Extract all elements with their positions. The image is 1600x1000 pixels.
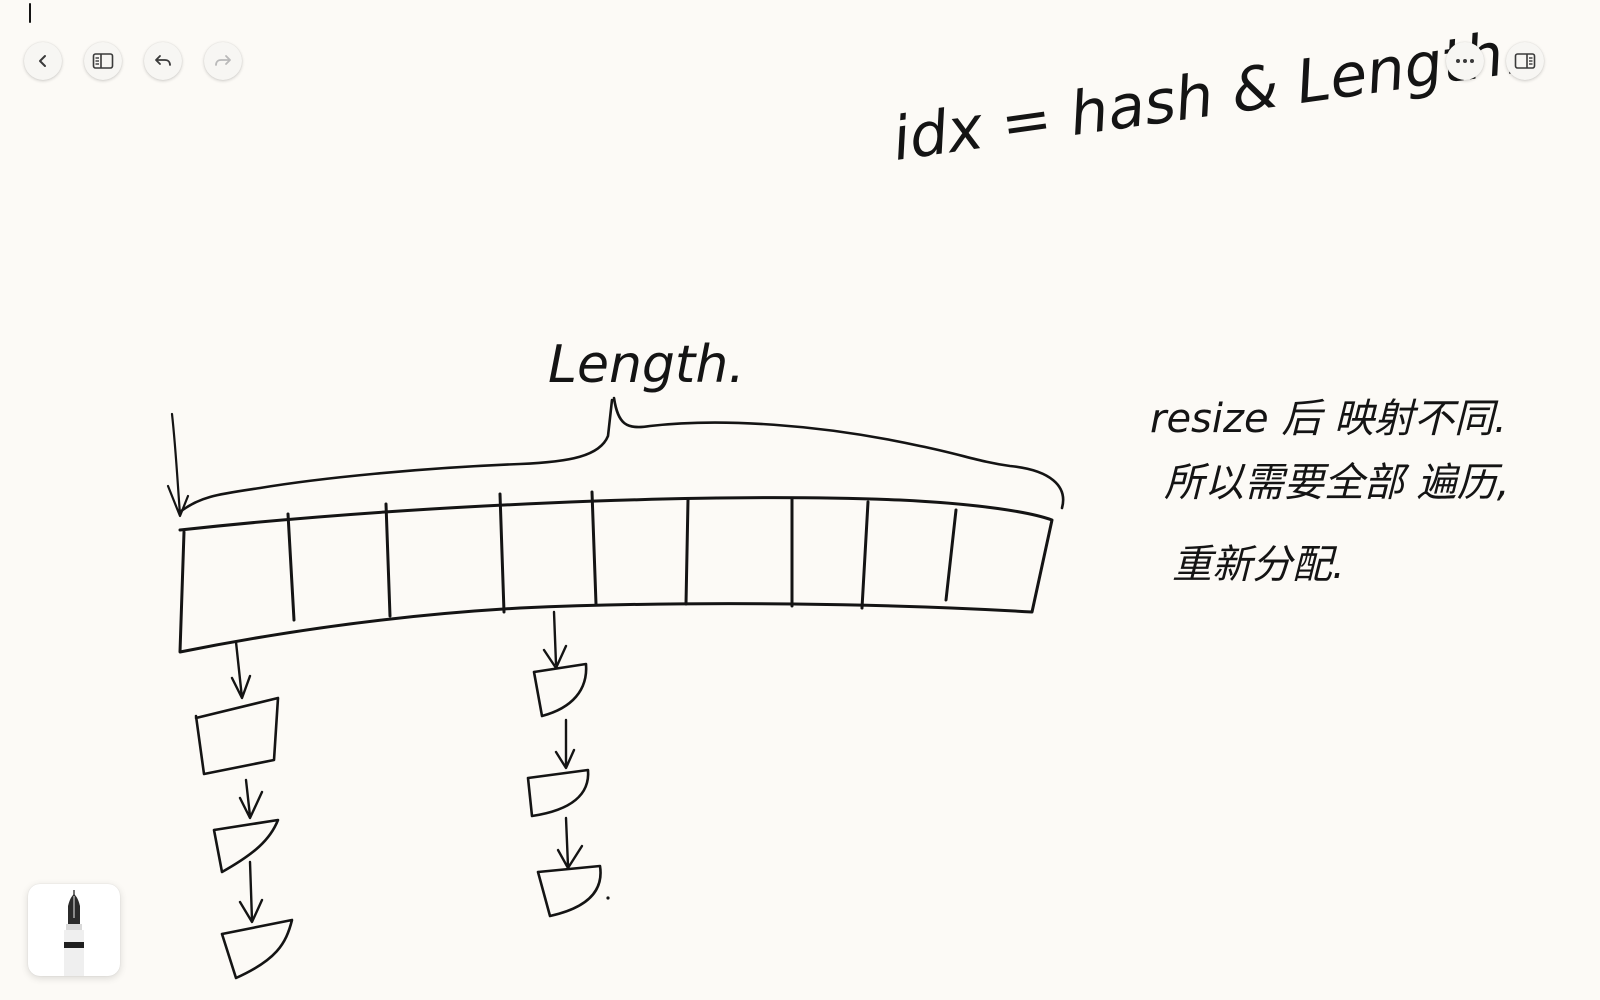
array-divider [498,492,506,614]
chain-node [532,662,588,718]
undo-icon [155,55,171,66]
array-divider [860,500,870,610]
bucket-chain-2 [526,610,610,918]
redo-button[interactable] [204,42,242,80]
length-brace [178,396,1065,514]
chain-arrow [230,640,252,700]
array-length-label: Length. [548,335,745,395]
redo-icon [215,55,231,66]
chain-arrow [238,860,264,924]
sidebar-toggle-button[interactable] [84,42,122,80]
sidebar-icon [92,53,114,69]
chain-node [526,768,590,818]
resize-note-line-1: resize 后 映射不同. [1150,396,1507,442]
more-options-button[interactable] [1446,42,1484,80]
chevron-left-icon [39,55,46,67]
pen-tool-button[interactable] [28,884,120,976]
array-entry-arrow [166,412,190,518]
chain-arrow [556,816,584,870]
chain-node [536,864,602,918]
resize-note-line-3: 重新分配. [1172,542,1345,588]
chain-node [212,818,280,874]
array-divider [590,490,598,606]
array-divider [684,498,690,606]
fountain-pen-icon [64,890,84,976]
array-dividers [286,490,958,622]
chain-arrow [542,610,568,670]
formula-text: idx = hash & Length.. [888,15,1545,175]
chain-node [220,918,294,980]
trailing-dot [606,896,610,900]
array-outline [178,496,1054,654]
array-divider [286,512,296,622]
chain-node [194,696,280,776]
bucket-chain-1 [194,640,294,980]
array-divider [384,502,392,618]
chain-arrow [238,778,264,820]
split-view-button[interactable] [1506,42,1544,80]
more-icon [1456,59,1474,63]
back-button[interactable] [24,42,62,80]
undo-button[interactable] [144,42,182,80]
resize-note-line-2: 所以需要全部 遍历, [1164,460,1509,506]
split-view-icon [1514,53,1536,69]
chain-arrow [554,718,576,770]
array-divider [944,508,958,602]
